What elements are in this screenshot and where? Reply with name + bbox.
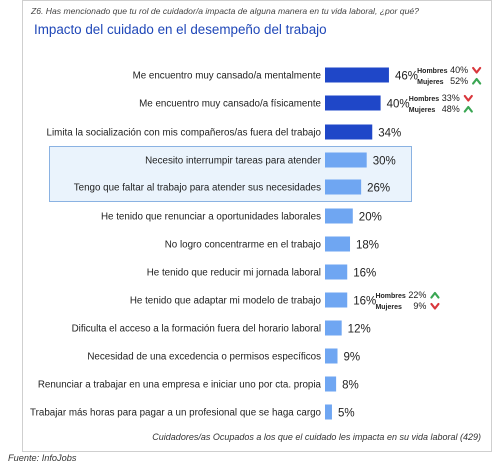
gender-label: Hombres [417,68,447,75]
category-label: No logro concentrarme en el trabajo [165,240,322,251]
bar [325,376,337,392]
bar [325,152,367,168]
gender-label: Mujeres [417,79,444,86]
bar [325,236,351,252]
chart-frame [22,0,492,452]
bar [325,292,348,308]
category-label: Trabajar más horas para pagar a un profe… [30,408,322,419]
bar [325,208,353,224]
trend-up-icon [463,105,473,113]
category-label: Tengo que faltar al trabajo para atender… [74,183,321,194]
chart-title: Impacto del cuidado en el desempeño del … [34,22,327,37]
trend-up-icon [430,291,440,299]
category-label: Me encuentro muy cansado/a mentalmente [133,71,322,82]
gender-value: 33% [442,93,460,103]
question-text: Z6. Has mencionado que tu rol de cuidado… [31,6,419,16]
gender-label: Hombres [409,96,439,103]
category-label: Me encuentro muy cansado/a físicamente [139,99,321,110]
bar [325,264,348,280]
gender-value: 9% [413,301,426,311]
bar [325,95,381,111]
gender-value: 40% [450,65,468,75]
trend-up-icon [472,77,482,85]
category-label: He tenido que renunciar a oportunidades … [101,212,321,223]
bar [325,404,332,420]
category-label: Dificulta el acceso a la formación fuera… [72,324,321,335]
value-label: 26% [367,183,390,195]
source-note: Fuente: InfoJobs [8,453,77,463]
gender-label: Mujeres [375,304,402,311]
trend-down-icon [463,94,473,102]
value-label: 46% [395,71,418,83]
category-label: Renunciar a trabajar en una empresa e in… [38,380,322,391]
category-label: He tenido que adaptar mi modelo de traba… [130,296,322,307]
bar [325,179,362,195]
value-label: 16% [353,268,376,280]
bar [325,320,342,336]
category-label: Necesidad de una excedencia o permisos e… [87,352,321,363]
bar [325,348,338,364]
base-footnote: Cuidadores/as Ocupados a los que el cuid… [152,432,481,442]
trend-down-icon [472,66,482,74]
value-label: 12% [348,324,371,336]
category-label: He tenido que reducir mi jornada laboral [147,268,321,279]
bar [325,124,373,140]
value-label: 5% [338,408,355,420]
gender-label: Mujeres [409,107,436,114]
value-label: 18% [356,240,379,252]
gender-value: 48% [442,104,460,114]
gender-label: Hombres [375,293,405,300]
value-label: 40% [387,99,410,111]
value-label: 8% [342,380,359,392]
category-label: Necesito interrumpir tareas para atender [145,156,322,167]
category-label: Limita la socialización con mis compañer… [47,128,322,139]
value-label: 34% [378,128,401,140]
gender-value: 52% [450,76,468,86]
value-label: 30% [373,156,396,168]
gender-value: 22% [408,290,426,300]
trend-down-icon [430,302,440,310]
value-label: 16% [353,296,376,308]
value-label: 9% [344,352,361,364]
bar [325,67,389,83]
value-label: 20% [359,212,382,224]
